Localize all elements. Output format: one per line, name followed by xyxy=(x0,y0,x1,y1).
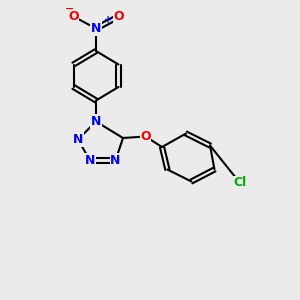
Text: N: N xyxy=(110,154,121,167)
Text: O: O xyxy=(140,130,151,143)
Text: O: O xyxy=(113,10,124,23)
Text: +: + xyxy=(103,15,112,25)
Text: N: N xyxy=(73,133,83,146)
Text: Cl: Cl xyxy=(233,176,247,190)
Text: O: O xyxy=(68,10,79,23)
Text: −: − xyxy=(64,4,74,14)
Text: N: N xyxy=(91,22,101,35)
Text: N: N xyxy=(91,115,101,128)
Text: N: N xyxy=(85,154,95,167)
